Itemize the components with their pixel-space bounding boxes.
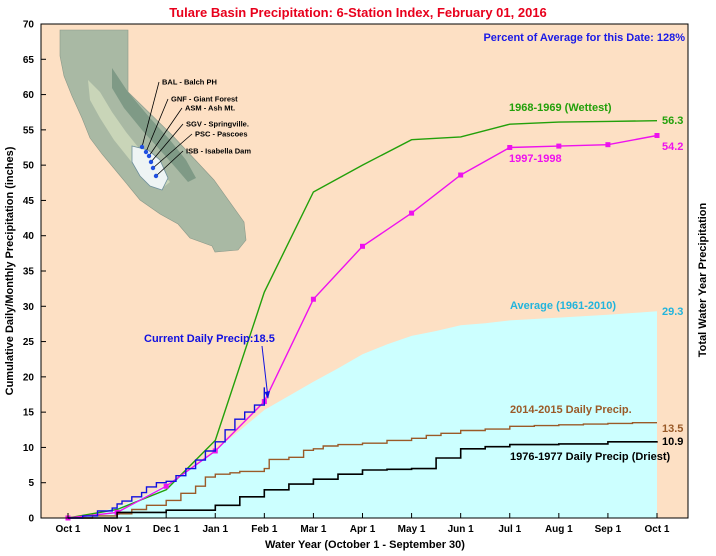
series-line-5: [68, 387, 265, 519]
series-line-1: [67, 120, 658, 519]
station-label: PSC - Pascoes: [195, 130, 248, 139]
current-label-arrowhead: [264, 391, 270, 399]
station-label: SGV - Springville.: [186, 120, 249, 129]
x-tick-label: Feb 1: [251, 524, 278, 535]
label-driest: 1976-1977 Daily Precip (Driest): [510, 451, 671, 463]
x-tick-label: Apr 1: [350, 524, 376, 535]
station-marker: [153, 173, 159, 179]
station-pointer: [148, 107, 183, 157]
station-pointer: [152, 133, 193, 169]
y-tick-label: 0: [28, 514, 34, 525]
y-tick-label: 50: [23, 161, 35, 172]
y-tick-label: 5: [28, 478, 34, 489]
x-tick-label: Mar 1: [300, 524, 327, 535]
station-label: ASM - Ash Mt.: [185, 104, 235, 113]
current-label-arrow: [261, 345, 269, 399]
series-marker: [310, 296, 316, 302]
average-area: [68, 311, 657, 518]
x-axis-label: Water Year (October 1 - September 30): [265, 539, 465, 551]
end-label-1997-1998: 54.2: [662, 141, 683, 153]
x-tick-label: Nov 1: [103, 524, 131, 535]
series-marker: [507, 145, 513, 150]
station-label: BAL - Balch PH: [162, 78, 217, 87]
series-marker: [409, 210, 415, 216]
series-marker: [556, 143, 562, 149]
station-marker: [148, 159, 154, 165]
end-label-driest: 10.9: [662, 436, 683, 448]
series-marker: [458, 172, 464, 178]
y-axis-label: Cumulative Daily/Monthly Precipitation (…: [4, 146, 16, 395]
station-pointer: [155, 150, 184, 177]
y-tick-label: 20: [23, 372, 35, 383]
x-tick-label: Sep 1: [595, 524, 622, 535]
chart-title: Tulare Basin Precipitation: 6-Station In…: [169, 5, 547, 20]
label-2014-2015: 2014-2015 Daily Precip.: [510, 404, 632, 416]
station-pointer: [141, 81, 160, 148]
end-label-2014-2015: 13.5: [662, 423, 683, 435]
label-wettest: 1968-1969 (Wettest): [509, 102, 612, 114]
series-marker: [654, 133, 660, 139]
x-tick-label: Jan 1: [202, 524, 228, 535]
y-tick-label: 60: [23, 90, 35, 101]
x-tick-label: Oct 1: [55, 524, 80, 535]
y-tick-label: 55: [23, 125, 35, 136]
y-tick-label: 30: [23, 302, 35, 313]
y-tick-label: 10: [23, 443, 35, 454]
label-1997-1998: 1997-1998: [509, 153, 562, 165]
series-marker: [163, 483, 169, 489]
y-tick-label: 35: [23, 267, 35, 278]
station-marker: [143, 149, 149, 155]
x-tick-label: Dec 1: [153, 524, 180, 535]
y-tick-label: 40: [23, 231, 35, 242]
end-label-wettest: 56.3: [662, 115, 683, 127]
map-tulare-basin: [131, 145, 169, 191]
series-line-3: [68, 422, 657, 519]
station-marker: [150, 165, 156, 171]
x-tick-label: Jul 1: [498, 524, 521, 535]
station-marker: [146, 153, 152, 159]
y-axis-label-right: Total Water Year Precipitation: [697, 202, 709, 357]
y-tick-label: 45: [23, 196, 35, 207]
series-line-4: [68, 440, 658, 519]
station-label: GNF - Giant Forest: [171, 95, 238, 104]
y-tick-label: 15: [23, 408, 35, 419]
series-marker: [360, 243, 365, 249]
percent-of-average: Percent of Average for this Date: 128%: [483, 32, 685, 44]
map-mountains: [112, 68, 196, 182]
y-tick-label: 65: [23, 55, 35, 66]
x-tick-label: Aug 1: [545, 524, 573, 535]
label-current: Current Daily Precip:18.5: [144, 333, 275, 345]
x-tick-label: May 1: [398, 524, 426, 535]
end-label-average: 29.3: [662, 306, 683, 318]
station-pointer: [145, 98, 169, 153]
station-marker: [139, 144, 145, 150]
label-average: Average (1961-2010): [510, 300, 616, 312]
x-tick-label: Jun 1: [448, 524, 475, 535]
station-label: ISB - Isabella Dam: [186, 147, 251, 156]
station-pointer: [150, 123, 184, 163]
y-tick-label: 70: [23, 20, 35, 31]
x-tick-label: Oct 1: [644, 524, 669, 535]
series-marker: [605, 142, 611, 148]
y-tick-label: 25: [23, 337, 35, 348]
